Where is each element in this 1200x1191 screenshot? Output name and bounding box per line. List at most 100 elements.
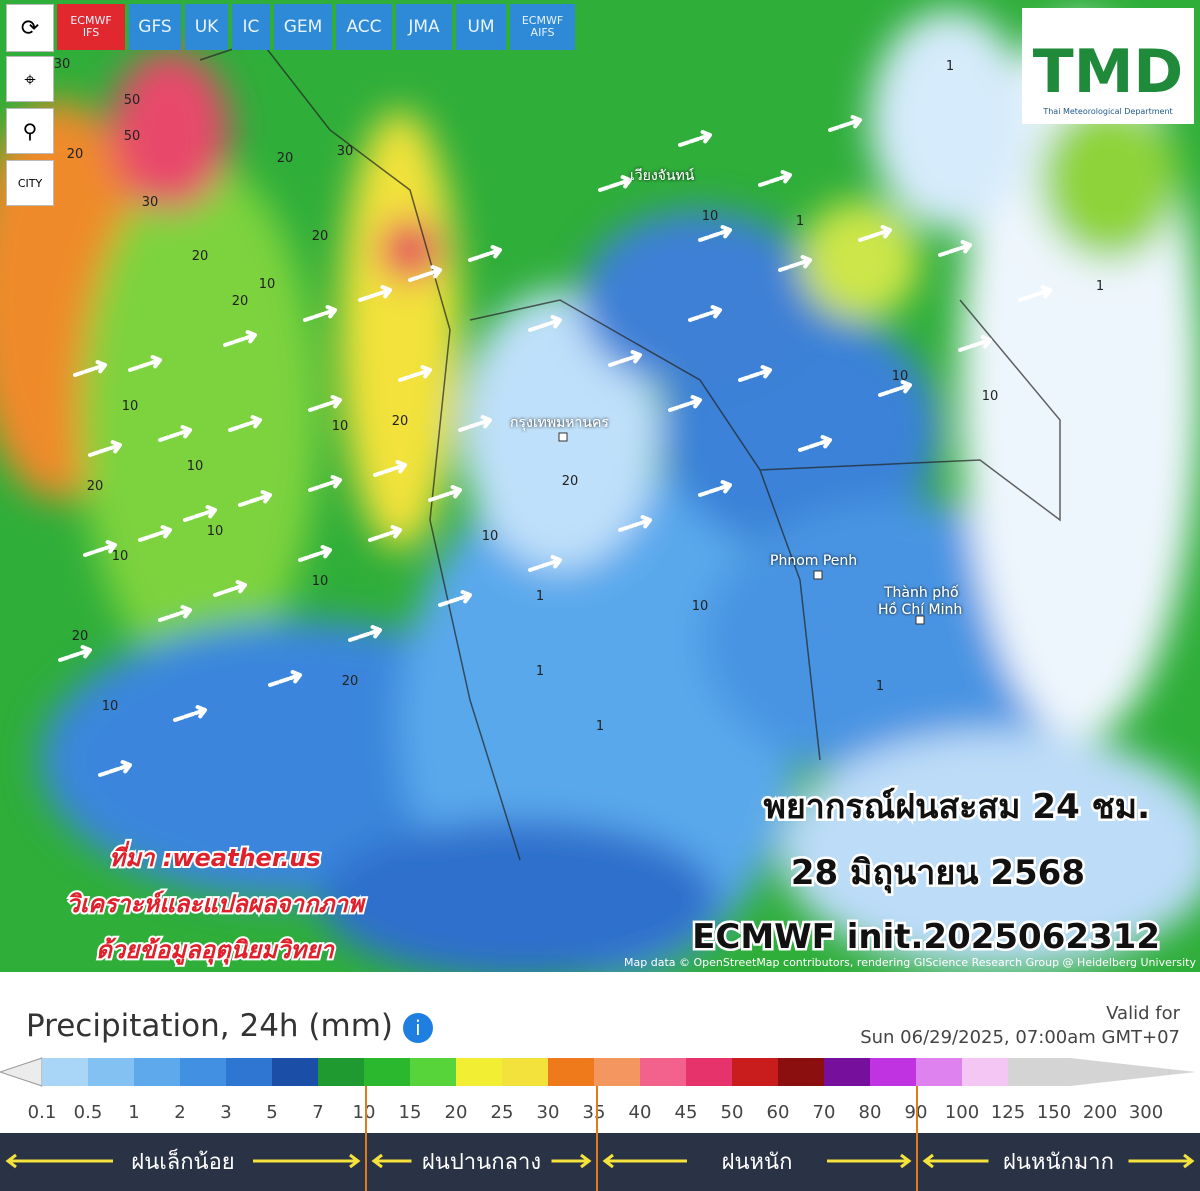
wind-arrow [223, 329, 257, 347]
model-button[interactable]: GFS [129, 4, 181, 50]
model-button[interactable]: ECMWF AIFS [510, 4, 575, 50]
model-button[interactable]: GEM [274, 4, 332, 50]
contour-label: 30 [337, 144, 354, 159]
wind-arrow [668, 394, 702, 412]
model-label: ECMWF [521, 14, 564, 27]
model-button[interactable]: ECMWF IFS [57, 4, 125, 50]
model-label: GFS [138, 17, 172, 37]
contour-label: 10 [332, 419, 349, 434]
wind-arrow [83, 539, 117, 557]
contour-label: 20 [192, 249, 209, 264]
city-button[interactable]: CITY [6, 160, 54, 206]
contour-label: 10 [692, 599, 709, 614]
place-label: Hồ Chí Minh [878, 601, 962, 618]
contour-label: 20 [562, 474, 579, 489]
contour-label: 10 [122, 399, 139, 414]
info-icon[interactable]: i [402, 1012, 433, 1043]
contour-label: 20 [392, 414, 409, 429]
contour-label: 10 [187, 459, 204, 474]
scale-label: 150 [1037, 1102, 1071, 1123]
model-label: AIFS [530, 26, 555, 39]
wind-arrow [468, 244, 502, 262]
wind-arrow [308, 474, 342, 492]
source-line: ที่มา :weather.us [109, 840, 320, 872]
scale-label: 2 [174, 1102, 185, 1123]
place-label: กรุงเทพมหานคร [510, 415, 609, 431]
contour-label: 10 [312, 574, 329, 589]
scale-label: 200 [1083, 1102, 1117, 1123]
logo-subtitle: Thai Meteorological Department [1042, 107, 1172, 116]
model-button[interactable]: ACC [336, 4, 392, 50]
wind-arrow [408, 264, 442, 282]
contour-label: 30 [142, 195, 159, 210]
wind-arrow [598, 174, 632, 192]
contour-label: 1 [536, 664, 544, 679]
scale-label: 1 [128, 1102, 139, 1123]
wind-arrow [98, 759, 132, 777]
logo-title: TMD [1033, 37, 1183, 107]
model-label: IC [242, 17, 260, 37]
scale-swatch [686, 1058, 732, 1086]
place-label: Phnom Penh [770, 553, 857, 569]
scale-swatch [870, 1058, 916, 1086]
scale-label: 25 [491, 1102, 514, 1123]
scale-swatch [42, 1058, 88, 1086]
wind-arrow [398, 364, 432, 382]
wind-arrow [88, 439, 122, 457]
wind-arrow [303, 304, 337, 322]
contour-label: 1 [876, 679, 884, 694]
wind-arrow [128, 354, 162, 372]
scale-end [1008, 1058, 1196, 1086]
wind-arrow [358, 284, 392, 302]
place-label: เวียงจันทน์ [630, 167, 695, 184]
wind-arrow [858, 224, 892, 242]
model-label: ACC [346, 17, 382, 37]
wind-arrow [828, 114, 862, 132]
category-label: ฝนปานกลาง [422, 1150, 541, 1175]
contour-label: 50 [124, 93, 141, 108]
contour-label: 1 [796, 214, 804, 229]
scale-swatch [88, 1058, 134, 1086]
model-label: IFS [82, 26, 100, 39]
scale-label: 45 [675, 1102, 698, 1123]
scale-swatch [778, 1058, 824, 1086]
model-label: ECMWF [70, 14, 112, 27]
model-button[interactable]: UM [456, 4, 506, 50]
wind-arrow [228, 414, 262, 432]
scale-label: 70 [813, 1102, 836, 1123]
contour-label: 10 [259, 277, 276, 292]
model-button[interactable]: UK [185, 4, 228, 50]
scale-label: 40 [629, 1102, 652, 1123]
wind-arrow [698, 479, 732, 497]
model-label: JMA [408, 17, 440, 37]
scale-label: 0.5 [74, 1102, 103, 1123]
wind-arrow [268, 669, 302, 687]
place-label: Thành phố [883, 584, 959, 601]
wind-arrow [58, 644, 92, 662]
scale-swatch [456, 1058, 502, 1086]
wind-arrow [158, 424, 192, 442]
contour-label: 10 [892, 369, 909, 384]
scale-label: 0.1 [28, 1102, 57, 1123]
wind-arrow [138, 524, 172, 542]
valid-label: Valid for [1106, 1003, 1180, 1024]
contour-label: 10 [112, 549, 129, 564]
model-button[interactable]: IC [232, 4, 270, 50]
zoom-button[interactable]: ⚲ [6, 108, 54, 154]
scale-swatch [640, 1058, 686, 1086]
contour-label: 10 [982, 389, 999, 404]
scale-label: 7 [312, 1102, 323, 1123]
category-arrow [5, 1153, 361, 1169]
category-band [0, 1133, 1200, 1191]
contour-label: 20 [277, 151, 294, 166]
locate-button[interactable]: ⌖ [6, 56, 54, 102]
refresh-button[interactable]: ⟳ [6, 4, 54, 52]
contour-label: 20 [87, 479, 104, 494]
wind-arrow [678, 129, 712, 147]
contour-label: 10 [702, 209, 719, 224]
category-label: ฝนเล็กน้อย [131, 1147, 234, 1175]
wind-arrow [308, 394, 342, 412]
model-button[interactable]: JMA [396, 4, 452, 50]
scale-start [0, 1057, 43, 1087]
scale-label: 50 [721, 1102, 744, 1123]
